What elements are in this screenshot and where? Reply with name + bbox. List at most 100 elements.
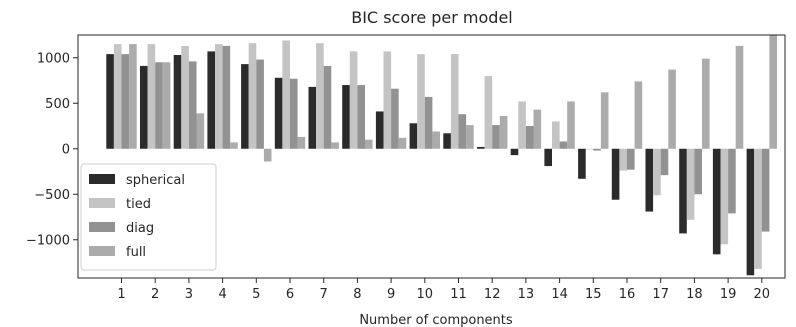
bar-spherical-4 (207, 51, 215, 149)
bar-diag-14 (559, 141, 568, 149)
bar-diag-19 (728, 148, 736, 214)
y-tick-label: 1000 (37, 51, 70, 66)
bar-full-6 (297, 136, 306, 149)
bar-tied-11 (450, 54, 459, 149)
bar-diag-8 (357, 85, 365, 149)
y-tick-label: −1000 (26, 233, 70, 248)
bar-tied-17 (653, 148, 661, 196)
x-axis: 1 2 3 4 5 6 7 8 9 10 11 12 13 14 15 16 17 18 19 20 (117, 278, 770, 302)
bar-tied-19 (720, 148, 729, 245)
bar-diag-18 (694, 148, 702, 195)
bar-full-19 (735, 45, 744, 149)
bar-spherical-18 (679, 148, 687, 234)
bar-tied-3 (181, 45, 189, 149)
bar-spherical-12 (477, 146, 485, 149)
x-tick-label: 4 (218, 287, 226, 302)
bar-tied-13 (518, 101, 526, 149)
x-tick-label: 3 (185, 287, 193, 302)
y-tick-label: −500 (34, 188, 70, 203)
bar-full-17 (668, 69, 676, 149)
x-tick-label: 11 (450, 287, 467, 302)
bar-spherical-15 (578, 148, 586, 179)
bar-spherical-5 (241, 64, 249, 149)
x-tick-label: 8 (353, 287, 361, 302)
bar-full-2 (162, 62, 171, 149)
bar-tied-15 (585, 148, 594, 150)
bar-full-11 (466, 125, 474, 149)
bar-diag-13 (525, 126, 534, 149)
bar-diag-6 (290, 78, 298, 149)
x-tick-label: 18 (686, 287, 703, 302)
bar-diag-5 (256, 59, 264, 149)
bar-diag-9 (391, 88, 399, 149)
legend-label-spherical: spherical (126, 173, 185, 188)
bar-diag-16 (627, 148, 635, 170)
bar-tied-2 (147, 44, 156, 149)
y-tick-label: 0 (62, 142, 70, 157)
bar-diag-20 (761, 148, 770, 232)
bar-spherical-1 (106, 54, 114, 149)
x-tick-label: 6 (286, 287, 294, 302)
bar-tied-16 (619, 148, 627, 171)
bar-full-18 (702, 58, 710, 149)
bar-full-10 (432, 131, 440, 149)
bar-full-20 (769, 35, 777, 149)
bar-spherical-2 (140, 65, 148, 149)
y-axis: −1000 −500 0 500 1000 (26, 51, 78, 248)
bar-tied-10 (417, 54, 425, 149)
bar-spherical-7 (308, 86, 317, 149)
bar-tied-14 (552, 121, 560, 149)
bar-tied-8 (349, 51, 358, 149)
x-tick-label: 14 (551, 287, 568, 302)
x-tick-label: 9 (387, 287, 395, 302)
legend-swatch-tied (89, 198, 115, 208)
bar-spherical-20 (746, 148, 755, 276)
bar-spherical-11 (443, 133, 451, 149)
x-tick-label: 17 (652, 287, 669, 302)
bar-tied-4 (215, 44, 223, 149)
bar-full-15 (600, 92, 609, 149)
bars-group (106, 35, 777, 276)
bar-diag-15 (593, 148, 601, 151)
legend-swatch-spherical (89, 174, 115, 184)
y-tick-label: 500 (45, 97, 70, 112)
plot-frame (77, 34, 786, 279)
bar-tied-20 (754, 148, 762, 269)
bar-full-7 (331, 142, 339, 149)
bar-full-13 (533, 109, 542, 149)
bar-spherical-8 (342, 85, 350, 149)
x-tick-label: 20 (754, 287, 771, 302)
bar-spherical-6 (274, 77, 283, 149)
x-tick-label: 2 (151, 287, 159, 302)
bar-spherical-10 (409, 123, 418, 149)
x-tick-label: 12 (484, 287, 501, 302)
bar-diag-11 (458, 114, 467, 149)
bar-spherical-3 (173, 55, 182, 149)
legend-box (80, 163, 217, 271)
legend-label-full: full (126, 245, 146, 260)
bar-full-9 (398, 137, 407, 149)
bar-tied-7 (316, 43, 324, 149)
x-tick-label: 1 (117, 287, 125, 302)
bar-spherical-14 (544, 148, 552, 167)
bar-tied-6 (282, 40, 290, 149)
bar-full-1 (129, 44, 137, 149)
bar-tied-1 (113, 44, 122, 149)
x-tick-label: 15 (585, 287, 602, 302)
bar-full-3 (196, 113, 205, 149)
bar-tied-5 (248, 43, 257, 149)
x-tick-label: 5 (252, 287, 260, 302)
bar-full-16 (634, 81, 643, 149)
x-tick-label: 16 (619, 287, 636, 302)
legend-label-tied: tied (126, 197, 151, 212)
bar-spherical-19 (712, 148, 721, 255)
bar-spherical-17 (645, 148, 654, 212)
bar-diag-17 (660, 148, 669, 176)
bar-diag-1 (121, 54, 130, 149)
x-axis-label: Number of components (359, 313, 513, 327)
bar-diag-12 (492, 125, 500, 149)
x-tick-label: 7 (320, 287, 328, 302)
legend: spherical tied diag full (80, 163, 217, 271)
legend-swatch-diag (89, 222, 115, 232)
